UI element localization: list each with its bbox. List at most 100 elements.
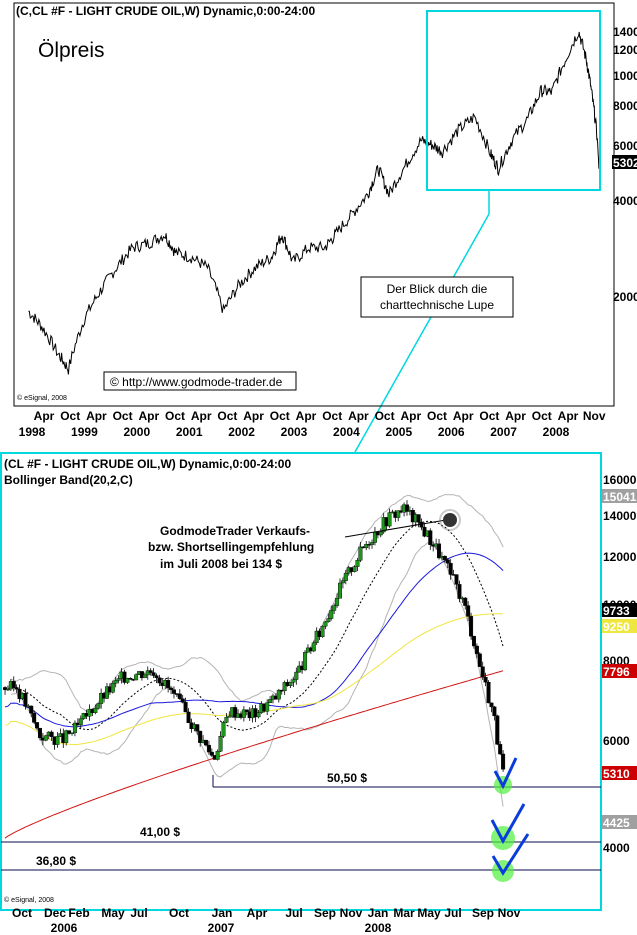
zoom-box [426, 10, 601, 191]
candle-body [35, 722, 40, 729]
check-icon [491, 833, 530, 876]
bottom-y-tick: 4000 [603, 841, 630, 855]
price-line [28, 31, 600, 375]
top-x-month: Oct [375, 409, 395, 423]
top-header: (C,CL #F - LIGHT CRUDE OIL,W) Dynamic,0:… [16, 4, 315, 18]
candle-body [11, 681, 16, 688]
candle-body [3, 687, 8, 690]
bottom-x-month: Sep [472, 906, 494, 920]
candle-body [93, 708, 98, 713]
price-label-bg [602, 766, 637, 780]
candle-body [110, 682, 115, 693]
bottom-x-year: 2008 [365, 921, 392, 935]
top-x-year: 2008 [543, 425, 570, 439]
candle-body [378, 531, 383, 536]
candle-body [169, 687, 174, 690]
top-x-month: Apr [296, 409, 317, 423]
candle-body [448, 563, 453, 575]
candle-body [466, 605, 471, 617]
level-label: 41,00 $ [140, 825, 180, 839]
top-title: Ölpreis [38, 39, 105, 62]
top-y-axis: 14000 12000 10000 8000 6000 4000 2000 53… [612, 25, 637, 304]
callout-box [360, 276, 514, 318]
top-y-tick: 14000 [613, 25, 637, 39]
top-x-month: Oct [270, 409, 290, 423]
price-label: 9733 [603, 604, 630, 618]
candle-body [154, 675, 159, 678]
candle-body [489, 702, 494, 708]
candle-body [70, 732, 75, 735]
sell-signal-marker [443, 513, 457, 527]
candle-body [311, 642, 316, 652]
candle-body [498, 744, 503, 755]
candle-body [396, 510, 401, 518]
candle-body [151, 672, 156, 676]
bottom-y-tick: 16000 [603, 473, 637, 487]
top-x-month: Oct [479, 409, 499, 423]
candle-body [180, 698, 185, 703]
top-y-tick: 8000 [613, 99, 637, 113]
candle-body [224, 717, 229, 723]
top-last-price-label-bg [612, 155, 637, 169]
top-x-month: Apr [86, 409, 107, 423]
top-x-month: Oct [427, 409, 447, 423]
candle-body [241, 709, 246, 718]
candle-body [352, 566, 357, 572]
candle-body [233, 707, 238, 718]
watermark-box [103, 371, 297, 391]
candle-body [492, 706, 497, 717]
bottom-x-month: Oct [169, 906, 189, 920]
top-x-year: 2005 [385, 425, 412, 439]
candle-body [326, 618, 331, 623]
bottom-plot-frame [0, 452, 602, 911]
candle-body [483, 676, 488, 683]
price-label-bg [602, 619, 637, 633]
candle-body [335, 598, 340, 606]
bottom-x-month: Feb [68, 906, 89, 920]
candle-body [480, 666, 485, 678]
top-x-month: Oct [113, 409, 133, 423]
top-y-tick: 10000 [613, 69, 637, 83]
annotation-pointer [344, 519, 447, 538]
bottom-subheader: Bollinger Band(20,2,C) [4, 473, 133, 487]
top-x-axis: Apr Oct Apr Oct Apr Oct Apr Oct Apr Oct Apr Oct Apr O… [14, 405, 614, 439]
target-check-3 [491, 833, 530, 882]
candle-body [204, 739, 209, 746]
candle-body [303, 652, 308, 671]
candle-body [268, 699, 273, 703]
candle-body [78, 718, 83, 726]
candle-body [104, 686, 109, 699]
candle-body [113, 680, 118, 684]
candle-body [43, 735, 48, 741]
candle-body [416, 514, 421, 523]
candle-body [355, 560, 360, 567]
candle-body [23, 692, 28, 707]
candle-body [471, 635, 476, 647]
bottom-x-month: Nov [340, 906, 363, 920]
candle-body [486, 681, 491, 704]
candle-body [337, 582, 342, 599]
candle-body [288, 682, 293, 686]
price-label: 4425 [603, 816, 630, 830]
candle-body [5, 688, 10, 691]
top-x-month: Oct [217, 409, 237, 423]
candle-body [294, 671, 299, 680]
bottom-x-axis: Oct Dec Feb May Jul Oct Jan Apr Jul Sep Nov Jan Mar M… [12, 906, 521, 935]
bottom-x-month: Mar [393, 906, 415, 920]
callout-line: Der Blick durch die [387, 282, 488, 296]
top-x-year: 2002 [228, 425, 255, 439]
top-x-month: Apr [348, 409, 369, 423]
top-x-month: Apr [400, 409, 421, 423]
top-y-tick: 12000 [613, 43, 637, 57]
candle-body [495, 715, 500, 745]
candle-body [457, 584, 462, 599]
bottom-esignal: © eSignal, 2008 [4, 896, 54, 904]
price-label: 5310 [603, 767, 630, 781]
top-x-year: 2001 [176, 425, 203, 439]
watermark: © http://www.godmode-trader.de [110, 375, 283, 389]
candle-body [171, 689, 176, 694]
bottom-y-tick: 12000 [603, 550, 637, 564]
candle-body [437, 543, 442, 559]
check-icon [493, 757, 518, 790]
candle-body [215, 750, 220, 760]
